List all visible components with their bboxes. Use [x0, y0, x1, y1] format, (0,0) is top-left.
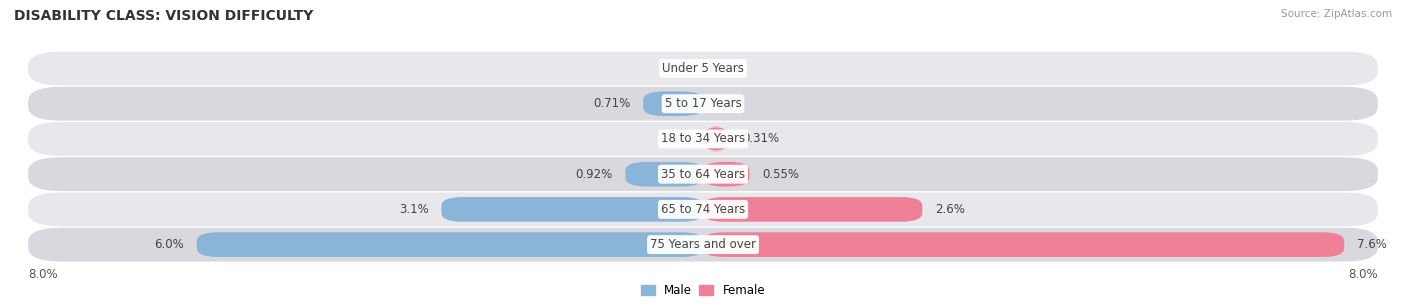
Text: 0.55%: 0.55%	[762, 168, 799, 181]
FancyBboxPatch shape	[703, 162, 749, 186]
Text: 8.0%: 8.0%	[28, 268, 58, 281]
Text: 18 to 34 Years: 18 to 34 Years	[661, 133, 745, 145]
FancyBboxPatch shape	[28, 192, 1378, 226]
FancyBboxPatch shape	[197, 232, 703, 257]
Legend: Male, Female: Male, Female	[636, 279, 770, 302]
FancyBboxPatch shape	[703, 232, 1344, 257]
Text: 0.31%: 0.31%	[742, 133, 779, 145]
FancyBboxPatch shape	[703, 197, 922, 222]
Text: 6.0%: 6.0%	[155, 238, 184, 251]
Text: 0.0%: 0.0%	[716, 97, 745, 110]
Text: 2.6%: 2.6%	[935, 203, 965, 216]
Text: 0.0%: 0.0%	[716, 62, 745, 75]
Text: 75 Years and over: 75 Years and over	[650, 238, 756, 251]
Text: DISABILITY CLASS: VISION DIFFICULTY: DISABILITY CLASS: VISION DIFFICULTY	[14, 9, 314, 23]
Text: Source: ZipAtlas.com: Source: ZipAtlas.com	[1281, 9, 1392, 19]
Text: 5 to 17 Years: 5 to 17 Years	[665, 97, 741, 110]
FancyBboxPatch shape	[28, 52, 1378, 85]
FancyBboxPatch shape	[28, 122, 1378, 156]
Text: Under 5 Years: Under 5 Years	[662, 62, 744, 75]
FancyBboxPatch shape	[643, 92, 703, 116]
Text: 0.0%: 0.0%	[661, 133, 690, 145]
Text: 0.92%: 0.92%	[575, 168, 613, 181]
Text: 0.71%: 0.71%	[593, 97, 630, 110]
FancyBboxPatch shape	[28, 87, 1378, 121]
FancyBboxPatch shape	[441, 197, 703, 222]
FancyBboxPatch shape	[28, 228, 1378, 261]
FancyBboxPatch shape	[703, 127, 730, 151]
Text: 8.0%: 8.0%	[1348, 268, 1378, 281]
Text: 3.1%: 3.1%	[399, 203, 429, 216]
Text: 7.6%: 7.6%	[1357, 238, 1386, 251]
Text: 0.0%: 0.0%	[661, 62, 690, 75]
FancyBboxPatch shape	[28, 157, 1378, 191]
Text: 35 to 64 Years: 35 to 64 Years	[661, 168, 745, 181]
Text: 65 to 74 Years: 65 to 74 Years	[661, 203, 745, 216]
FancyBboxPatch shape	[626, 162, 703, 186]
